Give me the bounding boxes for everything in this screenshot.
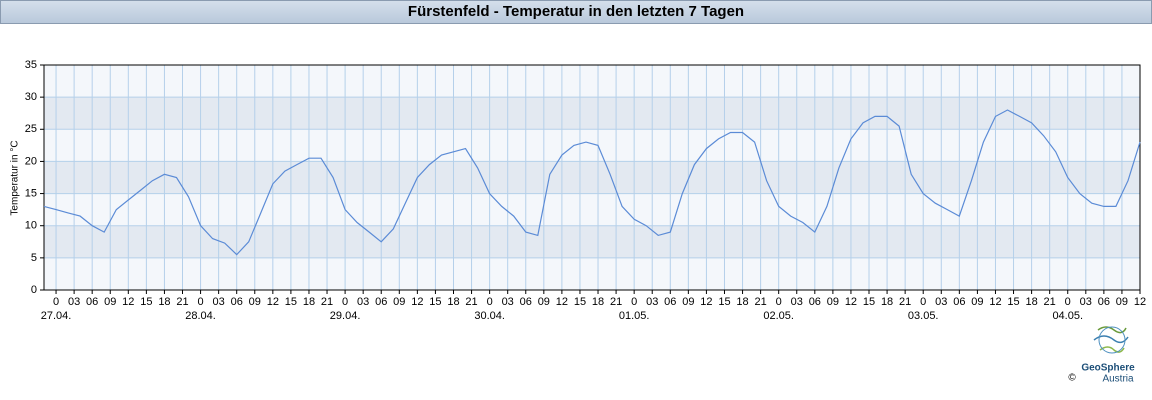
x-tick-label: 12 [267,296,279,308]
x-tick-label: 0 [53,296,59,308]
x-tick-label: 21 [754,296,766,308]
x-tick-label: 18 [592,296,604,308]
x-tick-label: 15 [429,296,441,308]
y-tick-label: 0 [31,284,37,296]
x-tick-label: 0 [342,296,348,308]
x-tick-label: 18 [736,296,748,308]
x-tick-label: 03 [502,296,514,308]
x-tick-label: 03 [213,296,225,308]
x-tick-label: 12 [411,296,423,308]
x-tick-label: 06 [953,296,965,308]
y-axis-label: Temperatur in °C [10,140,21,215]
brand-name: GeoSphere [1081,363,1135,374]
x-tick-label: 21 [465,296,477,308]
date-label: 02.05. [763,310,794,322]
x-tick-label: 06 [375,296,387,308]
band [44,225,1140,258]
x-tick-label: 15 [1007,296,1019,308]
x-tick-label: 03 [68,296,80,308]
date-label: 27.04. [41,310,72,322]
x-tick-label: 06 [1098,296,1110,308]
plot-border [43,64,1141,291]
x-tick-label: 09 [971,296,983,308]
x-tick-label: 21 [321,296,333,308]
x-tick-label: 15 [140,296,152,308]
x-tick-label: 12 [700,296,712,308]
x-tick-label: 09 [538,296,550,308]
x-tick-label: 0 [776,296,782,308]
y-tick-label: 15 [25,187,37,199]
y-tick-label: 20 [25,155,37,167]
date-label: 03.05. [908,310,939,322]
x-tick-label: 18 [881,296,893,308]
x-tick-label: 09 [249,296,261,308]
x-tick-label: 12 [989,296,1001,308]
y-tick-label: 5 [31,252,37,264]
date-label: 30.04. [474,310,505,322]
band [44,97,1140,130]
x-tick-label: 15 [718,296,730,308]
x-tick-label: 12 [845,296,857,308]
x-tick-label: 0 [198,296,204,308]
x-tick-label: 18 [303,296,315,308]
x-tick-label: 06 [664,296,676,308]
x-tick-label: 12 [556,296,568,308]
x-tick-label: 21 [610,296,622,308]
x-tick-label: 03 [357,296,369,308]
x-tick-label: 03 [935,296,947,308]
copyright: © [1068,373,1076,384]
y-tick-label: 30 [25,91,37,103]
x-tick-label: 15 [285,296,297,308]
x-tick-label: 15 [574,296,586,308]
x-tick-label: 03 [1080,296,1092,308]
x-tick-label: 09 [393,296,405,308]
x-tick-label: 12 [1134,296,1146,308]
x-tick-label: 0 [1065,296,1071,308]
x-tick-label: 09 [827,296,839,308]
x-tick-label: 18 [158,296,170,308]
x-tick-label: 06 [809,296,821,308]
logo-stroke [1099,346,1125,353]
brand-sub: Austria [1102,374,1134,385]
logo [1093,326,1129,354]
date-label: 28.04. [185,310,216,322]
x-tick-label: 06 [231,296,243,308]
x-tick-label: 0 [487,296,493,308]
y-tick-label: 25 [25,123,37,135]
band [44,161,1140,194]
x-tick-label: 0 [631,296,637,308]
x-tick-label: 21 [1044,296,1056,308]
x-tick-label: 12 [122,296,134,308]
x-tick-label: 06 [86,296,98,308]
x-tick-label: 06 [520,296,532,308]
chart-title: Fürstenfeld - Temperatur in den letzten … [0,0,1152,24]
x-tick-label: 0 [920,296,926,308]
logo-stroke [1097,326,1127,334]
x-tick-label: 15 [863,296,875,308]
background-bands [44,65,1140,290]
date-label: 04.05. [1052,310,1083,322]
x-tick-label: 21 [176,296,188,308]
y-tick-label: 35 [25,59,37,71]
x-tick-label: 09 [682,296,694,308]
x-tick-label: 03 [646,296,658,308]
logo-ring [1098,326,1126,354]
x-tick-label: 03 [791,296,803,308]
x-tick-label: 18 [447,296,459,308]
x-tick-label: 09 [1116,296,1128,308]
x-tick-label: 21 [899,296,911,308]
date-label: 29.04. [330,310,361,322]
x-tick-label: 18 [1025,296,1037,308]
temperature-line [43,109,1141,256]
x-tick-label: 09 [104,296,116,308]
y-tick-label: 10 [25,220,37,232]
date-label: 01.05. [619,310,650,322]
